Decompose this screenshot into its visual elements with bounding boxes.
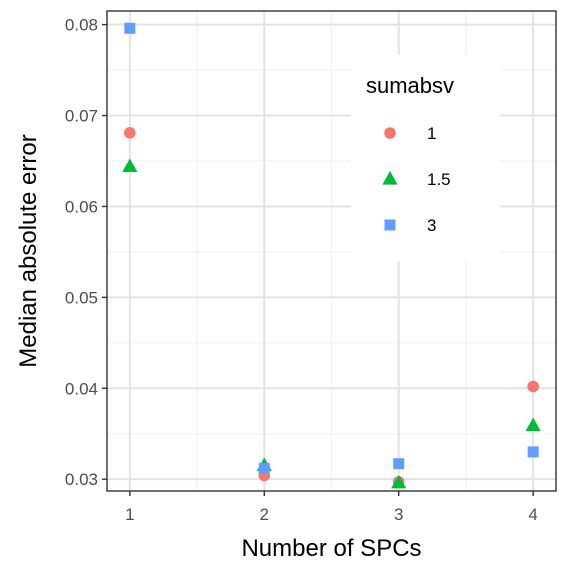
legend-label: 1.5 xyxy=(427,170,451,189)
data-points xyxy=(122,22,541,489)
data-point-triangle xyxy=(122,158,138,173)
x-tick-label: 2 xyxy=(260,505,269,524)
legend-key-circle xyxy=(384,127,396,139)
legend-label: 3 xyxy=(427,216,436,235)
y-tick-label: 0.05 xyxy=(65,288,98,307)
x-tick-label: 1 xyxy=(125,505,134,524)
panel-border xyxy=(106,10,557,492)
legend: sumabsv 11.53 xyxy=(351,55,500,261)
y-axis-title: Median absolute error xyxy=(15,134,42,367)
y-tick-label: 0.07 xyxy=(65,107,98,126)
y-tick-label: 0.03 xyxy=(65,470,98,489)
x-axis: 1 2 3 4 xyxy=(125,491,538,524)
data-point-circle xyxy=(124,127,136,139)
x-tick-label: 4 xyxy=(528,505,537,524)
data-point-square xyxy=(393,458,405,470)
x-tick-label: 3 xyxy=(394,505,403,524)
data-point-square xyxy=(527,446,539,458)
legend-title: sumabsv xyxy=(366,73,454,98)
legend-items: 11.53 xyxy=(382,124,451,235)
y-tick-label: 0.08 xyxy=(65,16,98,35)
data-point-square xyxy=(124,22,136,34)
data-point-square xyxy=(258,462,270,474)
legend-label: 1 xyxy=(427,124,436,143)
y-axis: 0.03 0.04 0.05 0.06 0.07 0.08 xyxy=(65,16,107,489)
data-point-triangle xyxy=(525,417,541,432)
legend-key-square xyxy=(384,219,396,231)
y-tick-label: 0.06 xyxy=(65,197,98,216)
data-point-circle xyxy=(527,380,539,393)
x-axis-title: Number of SPCs xyxy=(241,535,421,562)
legend-key-triangle xyxy=(382,171,398,185)
data-point-triangle xyxy=(391,474,407,489)
y-tick-label: 0.04 xyxy=(65,379,98,398)
legend-background xyxy=(351,55,500,261)
